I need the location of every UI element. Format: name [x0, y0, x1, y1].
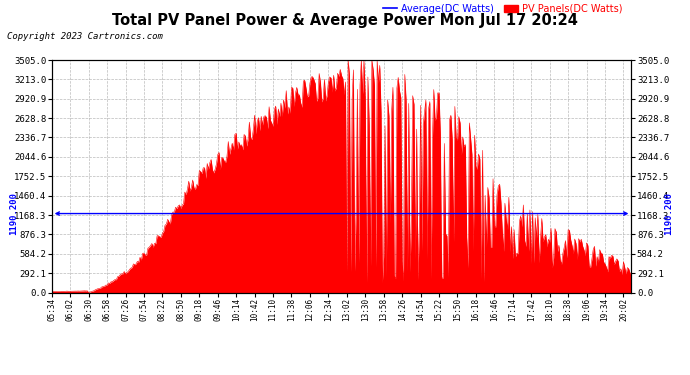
- Text: Copyright 2023 Cartronics.com: Copyright 2023 Cartronics.com: [7, 32, 163, 41]
- Text: Total PV Panel Power & Average Power Mon Jul 17 20:24: Total PV Panel Power & Average Power Mon…: [112, 13, 578, 28]
- Text: 1190.200: 1190.200: [10, 192, 19, 235]
- Text: 1190.200: 1190.200: [664, 192, 673, 235]
- Legend: Average(DC Watts), PV Panels(DC Watts): Average(DC Watts), PV Panels(DC Watts): [379, 0, 627, 18]
